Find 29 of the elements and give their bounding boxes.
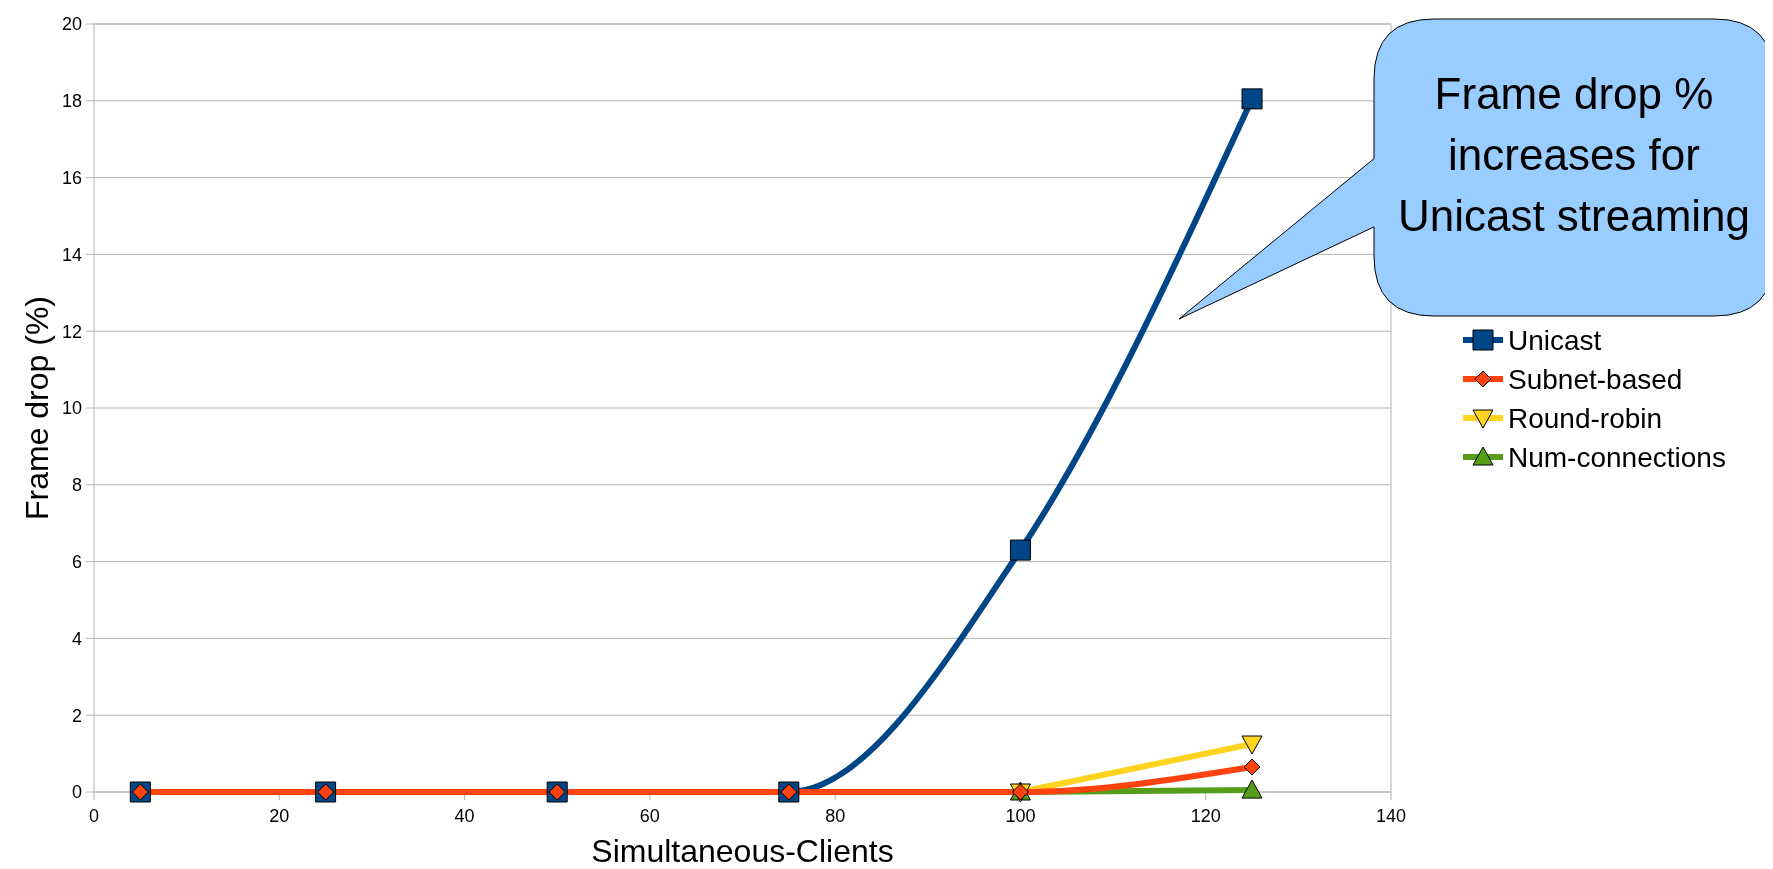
y-tick-label: 4 — [71, 628, 82, 649]
x-tick-label: 20 — [269, 806, 290, 826]
x-tick-label: 0 — [88, 806, 100, 826]
point — [1241, 88, 1263, 110]
y-tick-label: 6 — [71, 551, 82, 572]
x-tick-label: 120 — [1190, 806, 1221, 826]
x-tick-label: 60 — [639, 806, 660, 826]
legend-label: Round-robin — [1508, 402, 1663, 434]
x-tick-label: 40 — [454, 806, 475, 826]
point — [1243, 758, 1261, 776]
text: Frame drop % increases for Unicast streaming — [1397, 69, 1751, 240]
x-tick-label: 140 — [1375, 806, 1407, 826]
y-axis-title: Frame drop (%) — [19, 295, 55, 521]
y-tick-label: 12 — [61, 321, 82, 342]
x-tick-label: 100 — [1005, 806, 1036, 826]
y-tick-label: 20 — [61, 14, 82, 35]
legend-label: Unicast — [1508, 324, 1602, 356]
y-tick-label: 8 — [71, 475, 82, 496]
y-tick-label: 10 — [61, 398, 82, 419]
legend-label: Subnet-based — [1508, 363, 1683, 395]
y-tick-label: 16 — [61, 167, 82, 188]
y-tick-label: 18 — [61, 91, 82, 112]
x-axis-title: Simultaneous-Clients — [591, 833, 894, 869]
y-tick-label: 2 — [71, 705, 82, 726]
legend-label: Num-connections — [1508, 441, 1726, 473]
x-tick-label: 80 — [825, 806, 846, 826]
y-tick-label: 14 — [61, 244, 82, 265]
y-tick-label: 0 — [71, 782, 82, 803]
point — [1009, 539, 1031, 561]
